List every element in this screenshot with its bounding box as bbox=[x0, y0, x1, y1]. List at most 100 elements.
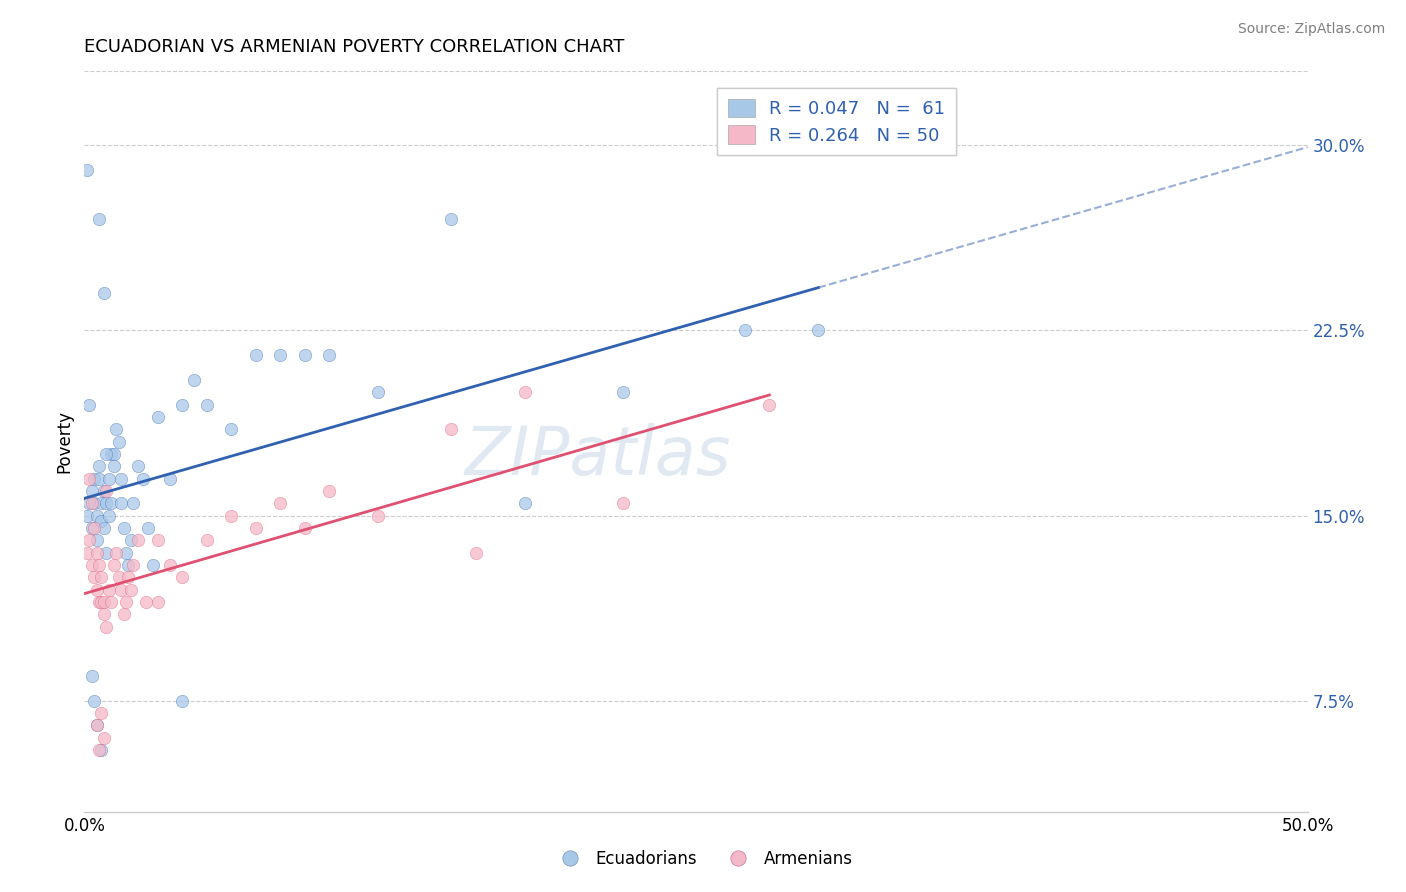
Point bbox=[90, 595, 112, 609]
Point bbox=[87, 595, 110, 609]
Point bbox=[105, 422, 128, 436]
Point bbox=[76, 508, 98, 523]
Point bbox=[464, 546, 486, 560]
Point bbox=[612, 385, 634, 400]
Point bbox=[86, 582, 108, 597]
Point bbox=[112, 521, 135, 535]
Point bbox=[107, 570, 129, 584]
Point bbox=[86, 546, 108, 560]
Point bbox=[136, 521, 159, 535]
Point bbox=[440, 212, 463, 227]
Point bbox=[110, 496, 132, 510]
Point bbox=[90, 570, 112, 584]
Point bbox=[172, 398, 194, 412]
Point bbox=[110, 582, 132, 597]
Point bbox=[146, 533, 169, 548]
Point bbox=[122, 558, 145, 572]
Point bbox=[86, 533, 108, 548]
Point bbox=[513, 385, 536, 400]
Point bbox=[86, 718, 108, 732]
Point bbox=[105, 546, 128, 560]
Point bbox=[117, 570, 139, 584]
Point bbox=[87, 558, 110, 572]
Point bbox=[96, 483, 118, 498]
Point bbox=[87, 212, 110, 227]
Point bbox=[758, 398, 780, 412]
Point bbox=[80, 521, 103, 535]
Point bbox=[183, 373, 205, 387]
Point bbox=[83, 694, 105, 708]
Point bbox=[93, 607, 115, 622]
Point bbox=[100, 595, 122, 609]
Point bbox=[86, 508, 108, 523]
Point bbox=[83, 521, 105, 535]
Point bbox=[103, 447, 125, 461]
Point bbox=[513, 496, 536, 510]
Point bbox=[318, 348, 340, 362]
Point bbox=[96, 620, 118, 634]
Point bbox=[107, 434, 129, 449]
Point bbox=[77, 533, 100, 548]
Point bbox=[245, 521, 267, 535]
Point bbox=[245, 348, 267, 362]
Legend: R = 0.047   N =  61, R = 0.264   N = 50: R = 0.047 N = 61, R = 0.264 N = 50 bbox=[717, 87, 956, 155]
Point bbox=[76, 163, 98, 178]
Point bbox=[90, 706, 112, 720]
Point bbox=[294, 521, 316, 535]
Point bbox=[127, 533, 149, 548]
Point bbox=[77, 472, 100, 486]
Point bbox=[96, 496, 118, 510]
Point bbox=[115, 595, 138, 609]
Point bbox=[440, 422, 463, 436]
Point bbox=[77, 398, 100, 412]
Point bbox=[80, 483, 103, 498]
Point bbox=[93, 483, 115, 498]
Point bbox=[83, 472, 105, 486]
Point bbox=[93, 595, 115, 609]
Point bbox=[269, 496, 291, 510]
Point bbox=[159, 558, 181, 572]
Point bbox=[100, 496, 122, 510]
Point bbox=[318, 483, 340, 498]
Point bbox=[80, 669, 103, 683]
Point bbox=[159, 472, 181, 486]
Point bbox=[76, 546, 98, 560]
Point bbox=[112, 607, 135, 622]
Point bbox=[96, 546, 118, 560]
Point bbox=[90, 496, 112, 510]
Point bbox=[83, 496, 105, 510]
Point bbox=[807, 324, 830, 338]
Point bbox=[97, 472, 120, 486]
Point bbox=[367, 385, 389, 400]
Point bbox=[146, 595, 169, 609]
Point bbox=[135, 595, 157, 609]
Point bbox=[96, 447, 118, 461]
Point bbox=[103, 459, 125, 474]
Point bbox=[612, 496, 634, 510]
Point bbox=[122, 496, 145, 510]
Point bbox=[117, 558, 139, 572]
Point bbox=[87, 743, 110, 757]
Point bbox=[219, 422, 242, 436]
Point bbox=[120, 582, 142, 597]
Point bbox=[294, 348, 316, 362]
Point bbox=[97, 582, 120, 597]
Point bbox=[120, 533, 142, 548]
Point bbox=[110, 472, 132, 486]
Point bbox=[734, 324, 756, 338]
Point bbox=[142, 558, 165, 572]
Point bbox=[83, 570, 105, 584]
Y-axis label: Poverty: Poverty bbox=[55, 410, 73, 473]
Text: ECUADORIAN VS ARMENIAN POVERTY CORRELATION CHART: ECUADORIAN VS ARMENIAN POVERTY CORRELATI… bbox=[84, 38, 624, 56]
Point bbox=[269, 348, 291, 362]
Point bbox=[146, 409, 169, 424]
Point bbox=[87, 472, 110, 486]
Point bbox=[195, 398, 218, 412]
Point bbox=[195, 533, 218, 548]
Point bbox=[172, 694, 194, 708]
Point bbox=[219, 508, 242, 523]
Point bbox=[86, 718, 108, 732]
Point bbox=[367, 508, 389, 523]
Point bbox=[93, 286, 115, 301]
Point bbox=[100, 447, 122, 461]
